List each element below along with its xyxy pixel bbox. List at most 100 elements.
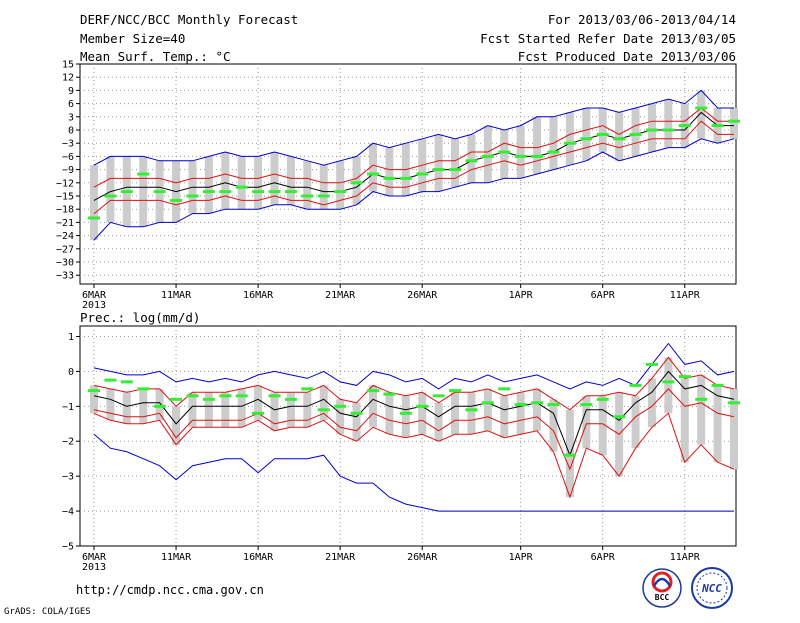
member-size: Member Size=40 [80,31,185,46]
box-bar [664,99,673,148]
box-bar [172,406,181,445]
y-tick-label: −15 [56,192,74,203]
x-tick-label: 1APR [509,290,534,301]
box-bar [680,378,689,463]
y-tick-label: 1 [68,332,74,343]
y-tick-label: −24 [56,231,74,242]
box-bar [451,392,460,435]
box-bar [664,357,673,414]
box-bar [139,388,148,424]
box-bar [483,388,492,431]
y-tick-label: 0 [68,367,74,378]
y-tick-label: −5 [62,542,74,553]
box-bar [270,152,279,205]
x-tick-label: 21MAR [325,552,356,563]
box-bar [697,374,706,445]
series-line-upper [93,356,735,411]
box-bar [336,399,345,435]
y-tick-label: −21 [56,218,74,229]
x-tick-label: 6APR [591,290,616,301]
box-bar [368,385,377,428]
series-line-mean [93,370,735,457]
y-tick-label: −3 [62,472,74,483]
x-tick-label: 21MAR [325,290,356,301]
box-bar [106,388,115,421]
x-tick-label: 1APR [509,552,534,563]
series-line-lower [93,388,735,471]
series-line-deep [93,412,735,499]
x-tick-label: 11MAR [161,552,192,563]
y-tick-label: −3 [62,139,74,150]
box-bar [303,160,312,210]
x-tick-label: 16MAR [243,552,274,563]
series-line-min [93,138,735,241]
box-bar [565,409,574,498]
box-bar [139,156,148,227]
box-bar [286,392,295,428]
box-bar [352,402,361,442]
chart-title: DERF/NCC/BCC Monthly Forecast [80,12,298,27]
box-bar [106,156,115,223]
y-tick-label: −2 [62,437,74,448]
box-bar [204,392,213,428]
y-tick-label: 12 [62,73,74,84]
box-bar [237,388,246,428]
temperature-panel: 15 12 9 6 3 0 −3 −6 −9 −12 −15 −18 −21 −24 −27 −30 −33 6M… [56,60,740,311]
x-tick-year: 2013 [82,562,106,573]
box-bar [533,116,542,174]
box-bar [368,143,377,192]
box-bar [254,385,263,421]
box-bar [204,156,213,214]
box-bar [582,395,591,449]
box-bar [500,130,509,179]
box-bar [286,156,295,205]
box-bar [90,165,98,240]
y-tick-label: 3 [68,112,74,123]
x-tick-year: 2013 [82,300,106,311]
series-line-upper [93,107,734,188]
box-bar [155,388,164,421]
box-bar [385,147,394,196]
box-bar [254,156,263,210]
box-bar [385,392,394,435]
series-line-lower [93,120,734,214]
box-bar [352,156,361,205]
x-tick-label: 26MAR [407,552,438,563]
y-tick-label: −6 [62,152,74,163]
box-bar [467,134,476,183]
box-bar [533,388,542,431]
x-tick-label: 11MAR [161,290,192,301]
box-bar [516,125,525,179]
box-bar [303,392,312,428]
box-bar [122,392,131,424]
series-line-min [93,433,734,512]
box-bar [713,385,722,463]
box-bar [221,392,230,428]
x-tick-label: 11APR [670,290,701,301]
fcst-produced-date: Fcst Produced Date 2013/03/06 [518,49,736,64]
box-bar [500,395,509,438]
box-bar [730,388,738,470]
website-url[interactable]: http://cmdp.ncc.cma.gov.cn [76,583,264,597]
y-tick-label: −12 [56,178,74,189]
y-tick-label: 9 [68,86,74,97]
box-bar [730,108,738,139]
box-bar [516,392,525,435]
y-tick-label: −1 [62,402,74,413]
box-bar [451,138,460,188]
fcst-started-date: Fcst Started Refer Date 2013/03/05 [480,31,736,46]
box-bar [90,385,98,414]
y-tick-label: −9 [62,165,74,176]
box-bar [647,103,656,152]
y-tick-label: 6 [68,99,74,110]
series-line-max [93,89,734,166]
box-bar [434,134,443,192]
x-tick-label: 6APR [591,552,616,563]
x-tick-label: 26MAR [407,290,438,301]
box-bar [237,156,246,210]
y-tick-label: −18 [56,205,74,216]
box-bar [697,90,706,139]
box-bar [549,399,558,452]
y-tick-label: −27 [56,244,74,255]
plot-frame [79,63,737,285]
